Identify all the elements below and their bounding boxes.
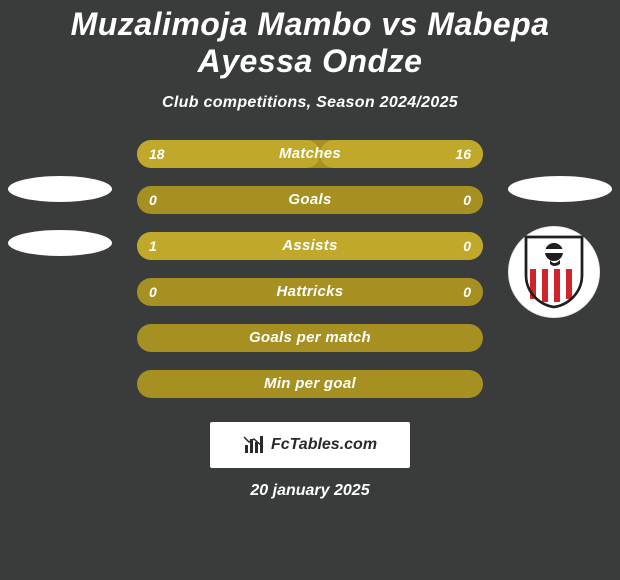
stat-row: Min per goal bbox=[137, 370, 483, 398]
stat-row: 0 0 Hattricks bbox=[137, 278, 483, 306]
comparison-card: Muzalimoja Mambo vs Mabepa Ayessa Ondze … bbox=[0, 0, 620, 580]
left-placeholder-ellipse bbox=[8, 176, 112, 202]
stat-label: Goals bbox=[288, 191, 331, 208]
fctables-label: FcTables.com bbox=[271, 436, 377, 454]
stat-row: Goals per match bbox=[137, 324, 483, 352]
stat-row: 18 16 Matches bbox=[137, 140, 483, 168]
stat-label: Min per goal bbox=[264, 375, 356, 392]
stat-value-left: 1 bbox=[149, 232, 157, 260]
subtitle: Club competitions, Season 2024/2025 bbox=[0, 94, 620, 112]
stat-value-right: 0 bbox=[463, 278, 471, 306]
stat-row: 1 0 Assists bbox=[137, 232, 483, 260]
stat-value-right: 16 bbox=[455, 140, 471, 168]
stat-value-left: 0 bbox=[149, 278, 157, 306]
club-badge bbox=[508, 226, 600, 318]
stat-label: Hattricks bbox=[277, 283, 344, 300]
right-placeholder-ellipse bbox=[508, 176, 612, 202]
stat-value-left: 18 bbox=[149, 140, 165, 168]
stat-label: Assists bbox=[282, 237, 337, 254]
stat-label: Goals per match bbox=[249, 329, 371, 346]
stat-value-left: 0 bbox=[149, 186, 157, 214]
page-title: Muzalimoja Mambo vs Mabepa Ayessa Ondze bbox=[0, 0, 620, 80]
left-placeholder-ellipse bbox=[8, 230, 112, 256]
stat-value-right: 0 bbox=[463, 232, 471, 260]
date-label: 20 january 2025 bbox=[0, 482, 620, 500]
stat-label: Matches bbox=[279, 145, 341, 162]
stat-value-right: 0 bbox=[463, 186, 471, 214]
fctables-watermark: FcTables.com bbox=[210, 422, 410, 468]
stat-row: 0 0 Goals bbox=[137, 186, 483, 214]
bar-chart-icon bbox=[243, 435, 265, 455]
club-crest-icon bbox=[524, 235, 584, 309]
